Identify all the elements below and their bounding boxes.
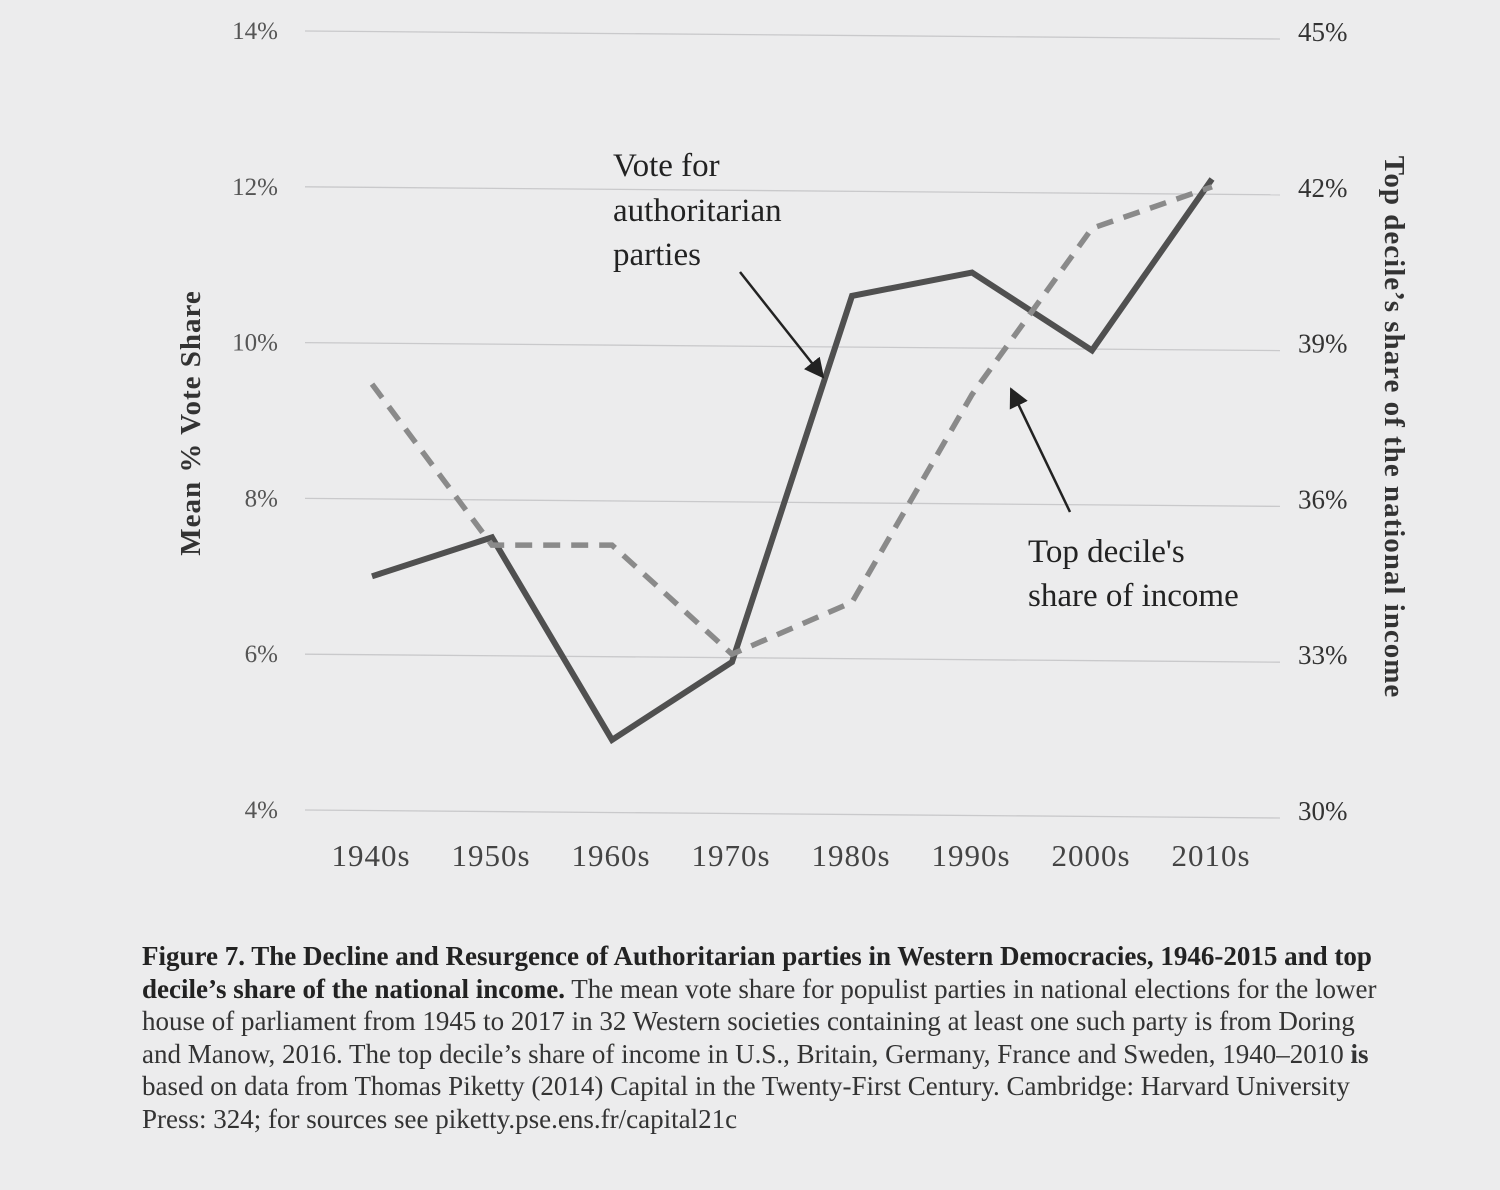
x-tick-label: 1940s	[331, 838, 410, 873]
x-tick-label: 1970s	[691, 838, 770, 873]
right-tick-label: 36%	[1298, 484, 1348, 514]
annotation-vote-line-1: Vote for	[613, 148, 720, 184]
right-axis-title: Top decile’s share of the national incom…	[1378, 156, 1410, 699]
annotation-income-arrow	[1009, 387, 1072, 513]
x-tick-label: 1990s	[931, 838, 1010, 873]
x-tick-label: 1960s	[571, 838, 650, 873]
x-axis-ticks: 1940s 1950s 1960s 1970s 1980s 1990s 2000s 2010s	[331, 838, 1250, 873]
x-tick-label: 2000s	[1051, 838, 1130, 873]
right-tick-label: 30%	[1298, 796, 1348, 826]
left-tick-label: 8%	[245, 485, 278, 512]
gridlines	[304, 30, 1281, 819]
gridline-1	[304, 653, 1281, 663]
annotation-vote-line-2: authoritarian	[613, 193, 782, 229]
left-tick-label: 10%	[232, 330, 278, 357]
series-line-top-decile-income	[369, 184, 1213, 658]
x-tick-label: 1980s	[811, 838, 890, 873]
left-axis-ticks: 4% 6% 8% 10% 12% 14%	[232, 18, 278, 824]
gridline-5	[304, 30, 1281, 40]
right-tick-label: 39%	[1298, 329, 1348, 359]
right-tick-label: 33%	[1298, 640, 1348, 670]
left-axis-title: Mean % Vote Share	[175, 290, 207, 555]
left-tick-label: 14%	[232, 18, 278, 45]
annotation-vote-arrow	[739, 271, 825, 379]
gridline-2	[304, 497, 1281, 508]
gridline-3	[304, 341, 1281, 352]
caption-title: Figure 7. The Decline and Resurgence of …	[142, 941, 1372, 1004]
left-tick-label: 6%	[245, 641, 278, 668]
left-tick-label: 4%	[245, 797, 278, 824]
series-layer	[369, 177, 1215, 745]
caption-bold-word: is	[1350, 1038, 1369, 1069]
annotation-income-line-2: share of income	[1028, 578, 1239, 614]
series-line-authoritarian-vote	[371, 177, 1215, 745]
caption-text-1: The mean vote share for populist parties…	[142, 973, 1377, 1069]
figure-caption: Figure 7. The Decline and Resurgence of …	[142, 940, 1382, 1135]
gridline-0	[304, 809, 1281, 819]
right-tick-label: 42%	[1298, 173, 1348, 203]
chart: 4% 6% 8% 10% 12% 14% 30% 33% 36% 39% 42% 45% 1940s…	[175, 17, 1410, 873]
right-axis-ticks: 30% 33% 36% 39% 42% 45%	[1298, 17, 1348, 826]
annotation-income-line-1: Top decile's	[1028, 534, 1185, 570]
annotation-vote: Vote for authoritarian parties	[613, 148, 825, 379]
annotation-vote-line-3: parties	[613, 237, 701, 273]
x-tick-label: 1950s	[451, 838, 530, 873]
x-tick-label: 2010s	[1171, 838, 1250, 873]
annotation-income: Top decile's share of income	[1009, 387, 1239, 614]
gridline-4	[304, 186, 1281, 196]
right-tick-label: 45%	[1298, 17, 1348, 47]
caption-text-2: based on data from Thomas Piketty (2014)…	[142, 1071, 1350, 1134]
left-tick-label: 12%	[232, 174, 278, 201]
